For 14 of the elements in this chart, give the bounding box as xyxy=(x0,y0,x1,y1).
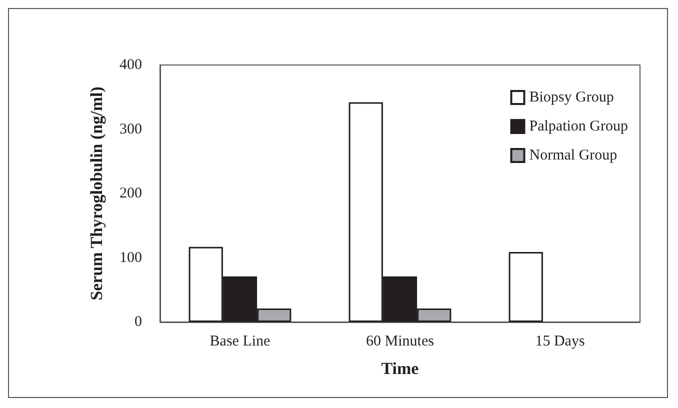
x-tick-label: 60 Minutes xyxy=(366,334,434,350)
y-tick-label: 100 xyxy=(120,250,142,266)
legend-label: Biopsy Group xyxy=(529,90,614,106)
x-tick-label: Base Line xyxy=(210,334,271,350)
x-axis-title: Time xyxy=(381,359,420,378)
y-tick-label: 0 xyxy=(134,314,142,330)
x-tick-label: 15 Days xyxy=(535,334,585,350)
legend-label: Palpation Group xyxy=(529,118,628,134)
y-axis-title: Serum Thyroglobulin (ng/ml) xyxy=(87,86,106,300)
bar xyxy=(508,252,543,322)
y-tick-label: 400 xyxy=(120,57,142,73)
y-tick-label: 300 xyxy=(120,121,142,138)
y-tick-label: 200 xyxy=(120,186,142,202)
legend-label: Normal Group xyxy=(529,148,618,164)
